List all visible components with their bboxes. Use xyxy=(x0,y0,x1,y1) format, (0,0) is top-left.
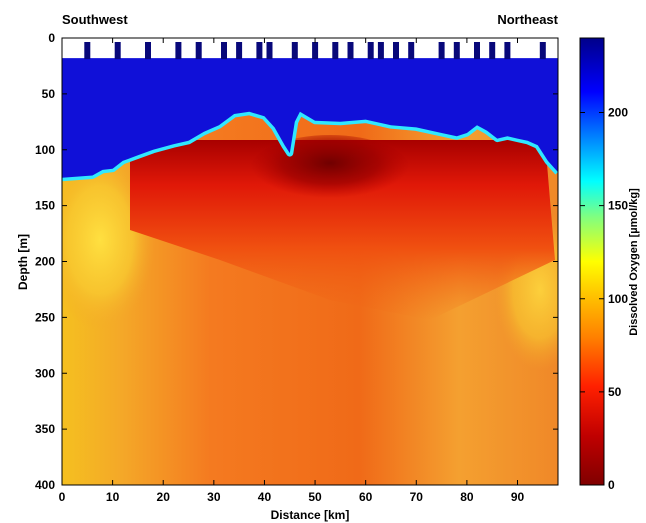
station-notch xyxy=(266,42,273,60)
y-tick-label: 350 xyxy=(35,422,55,436)
station-notch xyxy=(236,42,243,60)
y-axis: 0 50 100 150 200 250 300 350 400 xyxy=(35,31,558,492)
x-tick-label: 10 xyxy=(106,490,120,504)
station-notch xyxy=(291,42,298,60)
colorbar-tick-label: 0 xyxy=(608,478,615,492)
station-notch xyxy=(489,42,496,60)
corner-label-left: Southwest xyxy=(62,12,128,27)
x-tick-label: 40 xyxy=(258,490,272,504)
plot-area xyxy=(62,38,558,485)
station-notch xyxy=(312,42,319,60)
station-notch xyxy=(347,42,354,60)
colorbar-tick-label: 100 xyxy=(608,292,628,306)
station-notch xyxy=(453,42,460,60)
y-tick-label: 200 xyxy=(35,255,55,269)
y-tick-label: 300 xyxy=(35,366,55,380)
oxygenated-surface-layer xyxy=(62,38,558,178)
x-tick-label: 70 xyxy=(410,490,424,504)
station-notch xyxy=(332,42,339,60)
station-notch xyxy=(504,42,511,60)
colorbar xyxy=(579,37,605,486)
colorbar-ticks: 0 50 100 150 200 xyxy=(580,106,628,492)
y-tick-label: 100 xyxy=(35,143,55,157)
station-notch xyxy=(393,42,399,60)
min-oxygen-core xyxy=(250,135,410,205)
colorbar-tick-label: 150 xyxy=(608,199,628,213)
station-notch xyxy=(195,42,202,60)
no-data-surface-band xyxy=(62,38,558,59)
x-axis-label: Distance [km] xyxy=(271,508,350,522)
station-notches xyxy=(84,42,546,60)
y-tick-label: 250 xyxy=(35,310,55,324)
x-tick-label: 50 xyxy=(308,490,322,504)
station-notch xyxy=(377,42,384,60)
station-notch xyxy=(539,42,546,60)
y-tick-label: 50 xyxy=(42,87,56,101)
station-notch xyxy=(474,42,480,60)
station-notch xyxy=(84,42,91,60)
station-notch xyxy=(438,42,445,60)
y-tick-label: 0 xyxy=(48,31,55,45)
x-tick-label: 20 xyxy=(157,490,171,504)
station-notch xyxy=(175,42,182,60)
station-notch xyxy=(367,42,374,60)
station-notch xyxy=(114,42,121,60)
x-tick-label: 60 xyxy=(359,490,373,504)
corner-label-right: Northeast xyxy=(497,12,558,27)
x-tick-label: 90 xyxy=(511,490,525,504)
y-tick-label: 150 xyxy=(35,199,55,213)
x-tick-label: 80 xyxy=(460,490,474,504)
y-tick-label: 400 xyxy=(35,478,55,492)
colorbar-tick-label: 200 xyxy=(608,106,628,120)
x-axis: 0 10 20 30 40 50 60 70 80 90 xyxy=(59,38,525,504)
station-notch xyxy=(408,42,415,60)
station-notch xyxy=(145,42,151,60)
hypoxic-core xyxy=(130,140,555,320)
y-axis-label: Depth [m] xyxy=(16,234,30,290)
station-notch xyxy=(221,42,227,60)
x-tick-label: 0 xyxy=(59,490,66,504)
colorbar-label: Dissolved Oxygen [µmol/kg] xyxy=(628,188,640,336)
station-notch xyxy=(256,42,263,60)
colorbar-tick-label: 50 xyxy=(608,385,622,399)
x-tick-label: 30 xyxy=(207,490,221,504)
